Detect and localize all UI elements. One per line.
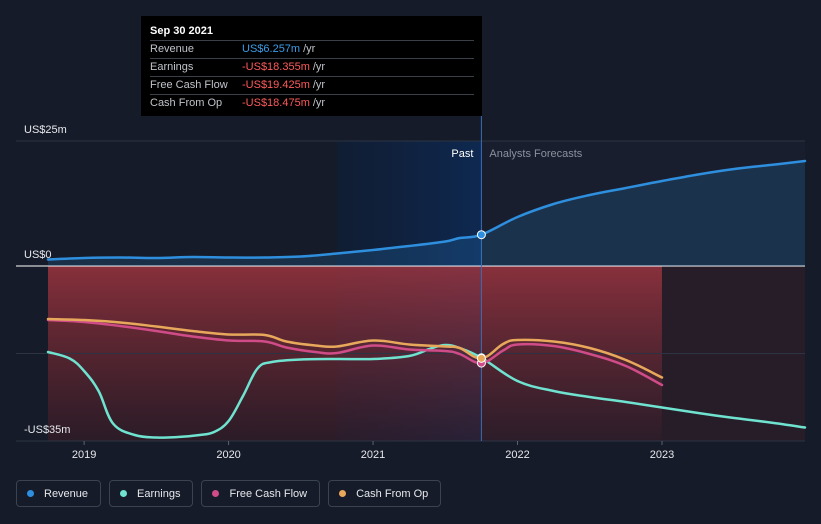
tooltip-date: Sep 30 2021 (150, 25, 213, 37)
legend-dot-icon (27, 490, 34, 497)
legend-label: Revenue (44, 487, 89, 500)
tooltip-row-label: Earnings (150, 61, 194, 73)
legend-dot-icon (120, 490, 128, 497)
tooltip-row-label: Cash From Op (150, 97, 223, 109)
series-line-free-cash-flow (46, 318, 664, 387)
tooltip-row-free-cash-flow: Free Cash Flow -US$19.425m/yr (150, 76, 474, 94)
tooltip-row-value: US$6.257m (242, 43, 301, 55)
y-axis-label: US$25m (24, 124, 67, 136)
marker-revenue (476, 230, 486, 240)
legend-item-earnings[interactable]: Earnings (109, 480, 194, 507)
x-tick-label: 2020 (216, 449, 240, 461)
tooltip-row-unit: /yr (312, 97, 326, 109)
x-tick-label: 2022 (505, 449, 529, 461)
tooltip-row-label: Revenue (150, 43, 195, 55)
x-tick-label: 2019 (72, 449, 96, 461)
y-axis-label: US$0 (24, 249, 52, 261)
tooltip-row-value: -US$18.475m (242, 97, 310, 109)
past-label: Past (451, 148, 473, 160)
forecast-label: Analysts Forecasts (489, 148, 582, 160)
tooltip-panel: Sep 30 2021 Revenue US$6.257m/yr Earnings -… (141, 16, 482, 116)
tooltip-row-label: Free Cash Flow (150, 79, 228, 91)
tooltip-row-cash-from-op: Cash From Op -US$18.475m/yr (150, 94, 474, 112)
tooltip-row-earnings: Earnings -US$18.355m/yr (150, 58, 474, 76)
legend-dot-icon (212, 490, 220, 497)
legend-item-free-cash-flow[interactable]: Free Cash Flow (201, 480, 321, 507)
series-line-earnings (46, 343, 807, 439)
tooltip-row-unit: /yr (312, 79, 326, 91)
series-line-cash-from-op (46, 317, 664, 379)
legend-label: Cash From Op (356, 487, 429, 500)
legend-label: Free Cash Flow (229, 487, 308, 500)
series-area-revenue (48, 161, 805, 266)
tooltip-row-unit: /yr (303, 43, 316, 55)
legend-dot-icon (339, 490, 347, 497)
x-tick-label: 2023 (650, 449, 674, 461)
tooltip-row-value: -US$19.425m (242, 79, 310, 91)
chart-legend: Revenue Earnings Free Cash Flow Cash From O… (16, 480, 442, 507)
y-axis-label: -US$35m (24, 424, 70, 436)
marker-cash-from-op (476, 353, 486, 363)
tooltip-row-unit: /yr (312, 61, 326, 73)
legend-label: Earnings (137, 487, 181, 500)
x-tick-label: 2021 (361, 449, 385, 461)
legend-item-revenue[interactable]: Revenue (16, 480, 102, 507)
legend-item-cash-from-op[interactable]: Cash From Op (328, 480, 442, 507)
series-line-revenue (46, 159, 807, 261)
tooltip-row-revenue: Revenue US$6.257m/yr (150, 40, 474, 58)
tooltip-row-value: -US$18.355m (242, 61, 310, 73)
